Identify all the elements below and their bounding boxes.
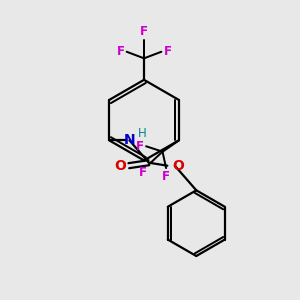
Text: H: H [138,127,146,140]
Text: F: F [117,45,124,58]
Text: F: F [162,170,170,183]
Text: F: F [139,166,147,179]
Text: N: N [124,133,135,147]
Text: F: F [136,140,144,153]
Text: O: O [172,159,184,173]
Text: F: F [164,45,171,58]
Text: F: F [140,25,148,38]
Text: O: O [114,159,126,173]
